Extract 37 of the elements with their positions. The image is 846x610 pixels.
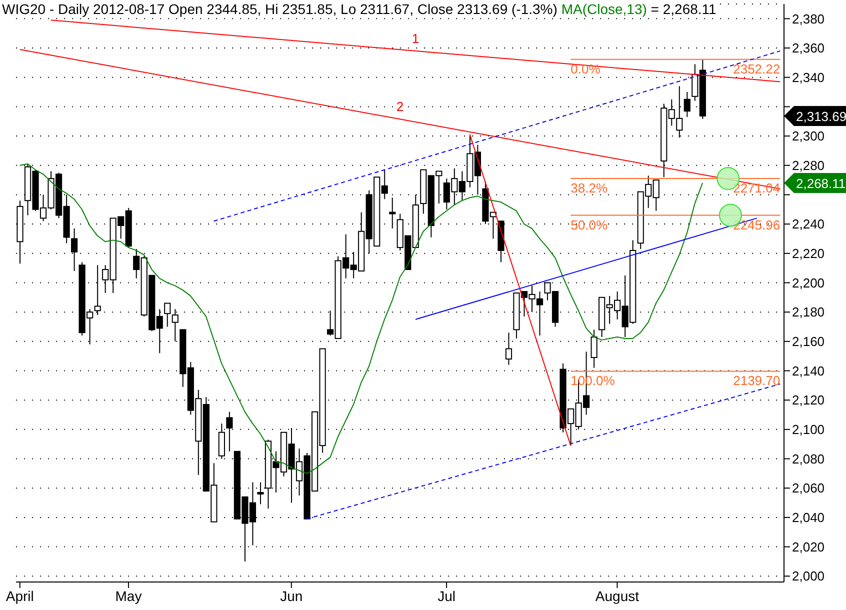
x-tick-label: Jun bbox=[280, 588, 303, 604]
y-tick-label: 2,160 bbox=[792, 334, 825, 350]
y-tick-label: 2,380 bbox=[792, 11, 825, 26]
y-tick-label: 2,000 bbox=[792, 568, 825, 584]
series-label: 2 bbox=[396, 99, 404, 114]
annotation: = 2,268.11 bbox=[650, 1, 716, 17]
x-tick-label: May bbox=[115, 588, 142, 604]
y-tick-label: 2,180 bbox=[792, 304, 825, 320]
ref-line-label: 2245.96 bbox=[733, 217, 780, 232]
annotation: 50.0% bbox=[570, 217, 608, 232]
y-tick-label: 2,360 bbox=[792, 40, 825, 56]
y-tick-label: 2,100 bbox=[792, 422, 825, 438]
series-label: 1 bbox=[412, 30, 420, 46]
y-tick-label: 2,060 bbox=[792, 480, 825, 496]
ref-line-label: 2271.04 bbox=[733, 180, 780, 196]
y-tick-label: 2,200 bbox=[792, 275, 825, 290]
y-tick-label: 2,040 bbox=[792, 510, 825, 526]
x-tick-label: August bbox=[595, 588, 640, 604]
y-tick-label: 2,140 bbox=[792, 363, 825, 378]
y-tick-label: 2,280 bbox=[792, 158, 825, 173]
y-tick-label: 2,120 bbox=[792, 392, 825, 408]
text: MA(Close,13) bbox=[561, 1, 647, 17]
y-tick-label: 2,080 bbox=[792, 451, 825, 466]
y-tick-label: 2,220 bbox=[792, 246, 825, 262]
y-tick-label: 2,340 bbox=[792, 70, 825, 85]
ref-line-label: 2139.70 bbox=[733, 373, 780, 388]
x-tick-label: April bbox=[6, 588, 34, 604]
x-tick-label: Jul bbox=[438, 588, 456, 604]
y-tick-label: 2,240 bbox=[792, 216, 825, 232]
text: 2,313.69 bbox=[796, 108, 846, 124]
y-tick-label: 2,300 bbox=[792, 128, 825, 144]
chart-title: WIG20 - Daily 2012-08-17 Open 2344.85, Hi 2351.85, Lo 2311.67, Close 2313.69 (-1.3%) bbox=[2, 1, 558, 17]
annotation: 0.0% bbox=[570, 61, 601, 76]
ref-line-label: 2352.22 bbox=[733, 61, 780, 76]
y-tick-label: 2,020 bbox=[792, 539, 825, 554]
annotation: 38.2% bbox=[570, 180, 608, 196]
text: 2,268.11 bbox=[796, 176, 846, 191]
